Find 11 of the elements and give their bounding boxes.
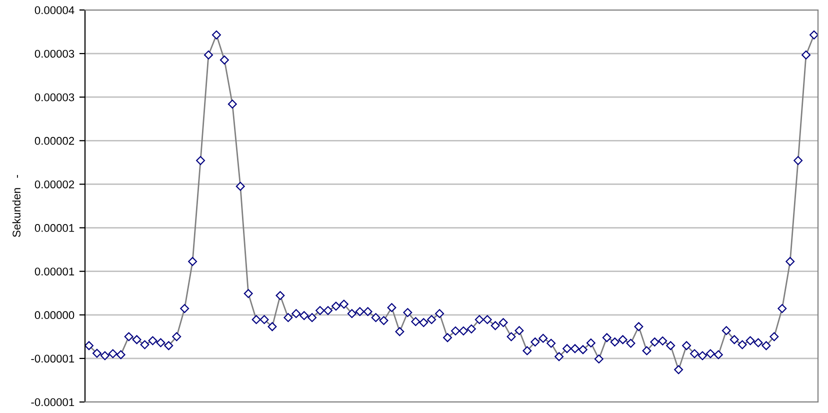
y-tick-label: -0.00001 bbox=[31, 398, 74, 406]
y-axis-title: Sekunden - bbox=[12, 174, 20, 237]
y-tick-label: 0.00003 bbox=[34, 93, 74, 102]
y-tick-label: 0.00004 bbox=[34, 6, 74, 14]
y-tick-label: 0.00002 bbox=[34, 136, 74, 145]
y-tick-label: 0.00001 bbox=[34, 224, 74, 232]
y-tick-label: 0.00001 bbox=[34, 268, 74, 276]
y-tick-label: 0.00003 bbox=[34, 50, 74, 58]
y-tick-label: 0.00000 bbox=[34, 311, 74, 320]
y-tick-label: -0.00001 bbox=[31, 354, 74, 363]
y-tick-label: 0.00002 bbox=[34, 180, 74, 188]
